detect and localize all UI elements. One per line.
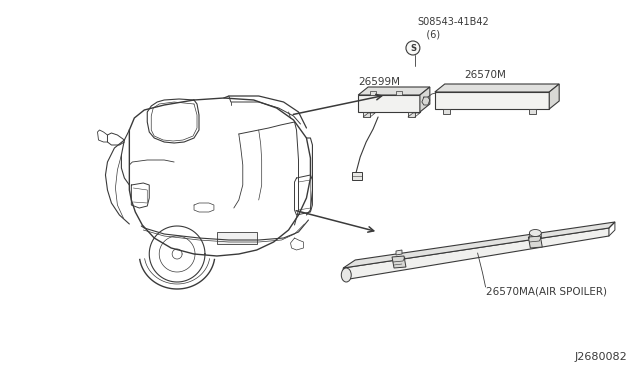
Polygon shape: [392, 256, 406, 268]
Polygon shape: [370, 91, 376, 95]
Polygon shape: [396, 250, 402, 255]
Polygon shape: [408, 112, 415, 117]
Polygon shape: [352, 172, 362, 180]
Text: 26570M: 26570M: [465, 70, 506, 80]
Polygon shape: [343, 222, 615, 268]
Text: S: S: [410, 44, 416, 52]
Ellipse shape: [341, 268, 351, 282]
Polygon shape: [435, 92, 549, 109]
Ellipse shape: [529, 230, 541, 237]
Polygon shape: [529, 109, 536, 114]
Polygon shape: [358, 95, 420, 112]
Text: 26599M: 26599M: [358, 77, 400, 87]
Circle shape: [406, 41, 420, 55]
Polygon shape: [435, 84, 559, 92]
Polygon shape: [363, 112, 370, 117]
Polygon shape: [420, 87, 430, 112]
Polygon shape: [217, 232, 257, 244]
Text: J2680082: J2680082: [574, 352, 627, 362]
Polygon shape: [358, 87, 430, 95]
Polygon shape: [343, 228, 609, 280]
Polygon shape: [549, 84, 559, 109]
Text: 26570MA(AIR SPOILER): 26570MA(AIR SPOILER): [486, 287, 607, 297]
Polygon shape: [443, 109, 450, 114]
Polygon shape: [396, 91, 402, 95]
Text: S08543-41B42
   (6): S08543-41B42 (6): [417, 17, 489, 39]
Polygon shape: [529, 236, 542, 248]
